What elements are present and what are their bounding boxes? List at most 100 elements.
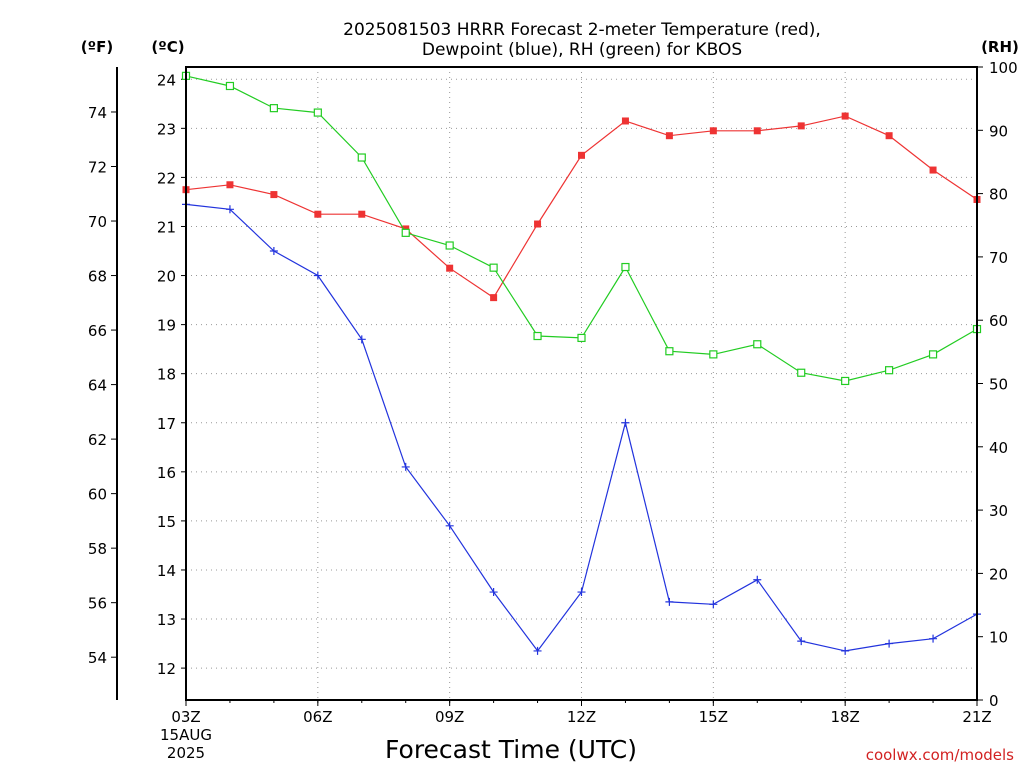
data-point-dewpoint [665, 597, 674, 606]
series-line-temperature [185, 115, 978, 299]
fahrenheit-tick-label: 54 [88, 649, 107, 667]
data-point-rh [797, 368, 806, 377]
data-point-dewpoint [313, 271, 322, 280]
data-point-temperature [490, 294, 498, 302]
data-point-rh [885, 366, 894, 375]
rh-tick-label: 40 [989, 439, 1008, 457]
chart-title-line-2: Dewpoint (blue), RH (green) for KBOS [422, 40, 742, 60]
celsius-tick-label: 23 [157, 120, 176, 138]
chart-title-line-1: 2025081503 HRRR Forecast 2-meter Tempera… [343, 20, 821, 40]
celsius-tick-label: 15 [157, 513, 176, 531]
data-point-rh [401, 228, 410, 237]
data-point-temperature [446, 264, 454, 272]
data-point-rh [577, 333, 586, 343]
data-point-rh [753, 340, 762, 349]
data-point-temperature [797, 122, 805, 130]
rh-tick-label: 10 [989, 629, 1008, 647]
celsius-tick-label: 22 [157, 169, 176, 187]
fahrenheit-tick-label: 72 [88, 159, 107, 177]
rh-tick-label: 0 [989, 692, 999, 710]
data-point-dewpoint [929, 634, 938, 643]
fahrenheit-tick-label: 66 [88, 322, 107, 340]
rh-tick-label: 100 [989, 59, 1018, 77]
axes [111, 66, 983, 706]
data-point-temperature [753, 127, 761, 135]
data-point-rh [841, 376, 850, 386]
data-point-dewpoint [445, 521, 454, 530]
series-rh [181, 71, 982, 386]
x-tick-label: 21Z [962, 708, 991, 726]
data-point-temperature [665, 132, 673, 140]
rh-tick-label: 80 [989, 186, 1008, 204]
data-point-temperature [621, 117, 629, 125]
series-temperature [182, 112, 981, 302]
date-label-day: 15AUG [160, 726, 212, 744]
data-point-temperature [929, 166, 937, 174]
data-point-temperature [578, 151, 585, 159]
data-point-temperature [841, 112, 849, 120]
x-tick-label: 06Z [303, 708, 332, 726]
celsius-tick-label: 16 [157, 464, 176, 482]
fahrenheit-tick-label: 70 [88, 213, 107, 231]
celsius-tick-label: 14 [157, 562, 176, 580]
rh-tick-label: 90 [989, 122, 1008, 140]
data-point-dewpoint [885, 639, 894, 648]
data-point-temperature [270, 191, 278, 199]
rh-tick-label: 20 [989, 565, 1008, 583]
x-axis-title: Forecast Time (UTC) [385, 735, 637, 764]
data-point-dewpoint [225, 205, 234, 214]
celsius-tick-label: 18 [157, 366, 176, 384]
data-point-dewpoint [841, 646, 850, 655]
credit-label: coolwx.com/models [866, 746, 1014, 764]
fahrenheit-tick-label: 58 [88, 540, 107, 558]
celsius-tick-label: 13 [157, 611, 176, 629]
data-point-rh [313, 108, 322, 117]
rh-tick-label: 50 [989, 376, 1008, 394]
data-point-rh [269, 104, 278, 113]
x-tick-label: 03Z [171, 708, 200, 726]
data-point-rh [445, 241, 454, 250]
data-point-rh [621, 262, 630, 272]
celsius-tick-label: 21 [157, 218, 176, 236]
data-point-dewpoint [489, 588, 498, 597]
rh-tick-label: 60 [989, 312, 1008, 330]
data-point-temperature [314, 210, 322, 218]
plot-frame [185, 66, 978, 701]
rh-unit-label: (RH) [981, 38, 1019, 56]
fahrenheit-tick-label: 62 [88, 431, 107, 449]
data-point-dewpoint [269, 247, 278, 256]
data-point-dewpoint [401, 462, 410, 471]
celsius-tick-label: 19 [157, 317, 176, 335]
data-point-rh [225, 81, 235, 91]
data-point-temperature [226, 181, 234, 189]
date-label-year: 2025 [167, 744, 205, 762]
celsius-tick-label: 17 [157, 415, 176, 433]
fahrenheit-unit-label: (ºF) [81, 38, 113, 56]
data-point-rh [533, 331, 542, 341]
fahrenheit-tick-label: 56 [88, 595, 107, 613]
data-point-temperature [358, 210, 366, 218]
data-point-rh [489, 263, 498, 272]
data-point-rh [709, 350, 718, 359]
celsius-tick-label: 12 [157, 660, 176, 678]
data-point-rh [357, 153, 366, 162]
data-point-dewpoint [709, 600, 718, 609]
data-point-dewpoint [621, 418, 630, 427]
celsius-unit-label: (ºC) [151, 38, 184, 56]
grid-lines [186, 67, 977, 700]
data-point-dewpoint [357, 335, 366, 344]
rh-tick-label: 30 [989, 502, 1008, 520]
data-point-temperature [534, 220, 542, 228]
fahrenheit-tick-label: 74 [88, 104, 107, 122]
fahrenheit-tick-label: 64 [88, 377, 107, 395]
x-tick-label: 15Z [699, 708, 728, 726]
celsius-tick-label: 24 [157, 71, 176, 89]
fahrenheit-tick-label: 60 [88, 486, 107, 504]
rh-tick-label: 70 [989, 249, 1008, 267]
data-series [181, 71, 982, 655]
data-point-temperature [885, 132, 893, 140]
data-point-dewpoint [577, 588, 586, 597]
fahrenheit-tick-label: 68 [88, 268, 107, 286]
data-point-dewpoint [753, 575, 762, 584]
